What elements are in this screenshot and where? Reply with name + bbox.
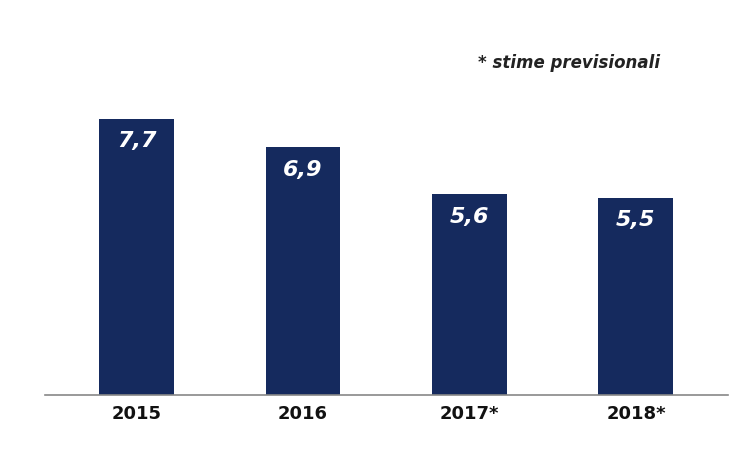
- Bar: [266, 147, 340, 395]
- Text: 5,5: 5,5: [616, 210, 656, 230]
- Bar: [598, 198, 674, 395]
- Text: 7,7: 7,7: [117, 131, 156, 151]
- Text: 5,6: 5,6: [450, 207, 489, 227]
- Text: 6,9: 6,9: [284, 160, 322, 180]
- Bar: [99, 119, 174, 395]
- Bar: [432, 194, 507, 395]
- Text: * stime previsionali: * stime previsionali: [478, 54, 660, 72]
